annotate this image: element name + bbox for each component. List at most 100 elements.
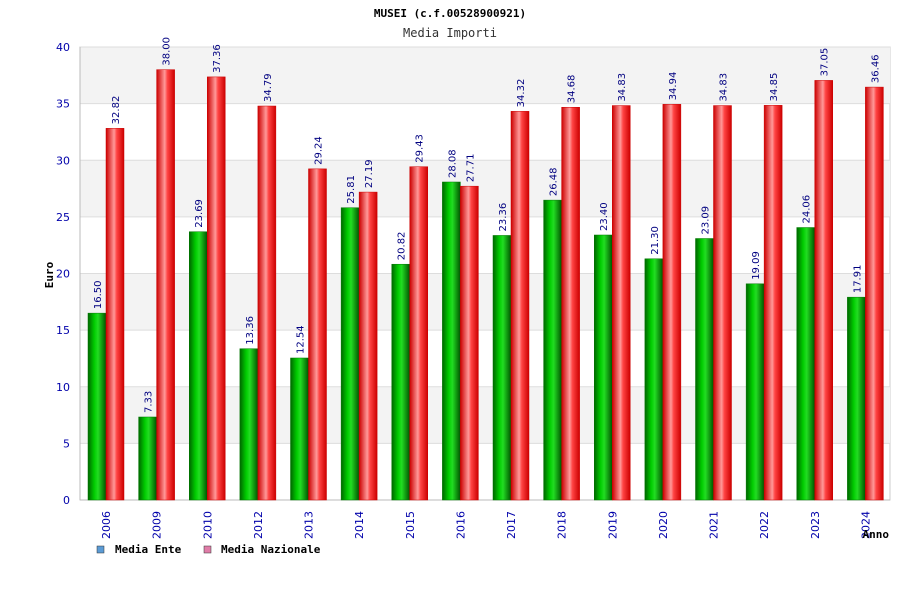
value-label: 25.81 bbox=[346, 175, 357, 204]
value-label: 37.05 bbox=[820, 48, 831, 77]
bar-media-nazionale-2021 bbox=[713, 105, 732, 501]
x-tick-label: 2006 bbox=[100, 511, 113, 539]
y-axis-label: Euro bbox=[43, 261, 56, 288]
bar-media-ente-2009 bbox=[138, 416, 157, 501]
value-label: 23.36 bbox=[498, 203, 509, 232]
legend-swatch-media-ente bbox=[96, 545, 105, 554]
value-label: 21.30 bbox=[650, 226, 661, 255]
x-tick-label: 2009 bbox=[151, 511, 164, 539]
x-tick-label: 2023 bbox=[809, 511, 822, 539]
value-label: 12.54 bbox=[296, 325, 307, 354]
bar-media-nazionale-2012 bbox=[257, 105, 277, 501]
value-label: 23.40 bbox=[599, 202, 610, 231]
y-tick-label: 20 bbox=[56, 268, 70, 281]
bar-media-ente-2010 bbox=[189, 231, 208, 501]
value-label: 34.83 bbox=[617, 73, 628, 102]
x-tick-label: 2019 bbox=[606, 511, 619, 539]
value-label: 16.50 bbox=[93, 280, 104, 309]
value-label: 34.94 bbox=[668, 72, 679, 101]
bar-media-nazionale-2013 bbox=[308, 168, 327, 501]
value-label: 17.91 bbox=[852, 265, 863, 294]
value-label: 24.06 bbox=[802, 195, 813, 224]
value-label: 36.46 bbox=[870, 54, 881, 83]
bar-media-ente-2020 bbox=[644, 258, 664, 501]
value-label: 19.09 bbox=[751, 251, 762, 280]
value-label: 37.36 bbox=[212, 44, 223, 73]
bar-media-ente-2014 bbox=[340, 207, 360, 501]
x-axis-ticks: 2006 2009 2010 2012 2013 2014 2015 2016 2017 2018… bbox=[100, 511, 872, 539]
x-tick-label: 2024 bbox=[859, 511, 872, 539]
bar-media-nazionale-2016 bbox=[460, 185, 479, 501]
chart-title: MUSEI (c.f.00528900921) bbox=[374, 7, 526, 20]
y-tick-label: 30 bbox=[56, 154, 70, 167]
x-tick-label: 2016 bbox=[454, 511, 467, 539]
bar-media-nazionale-2015 bbox=[409, 166, 428, 501]
value-label: 13.36 bbox=[245, 316, 256, 345]
bar-media-nazionale-2020 bbox=[662, 104, 682, 501]
value-label: 34.79 bbox=[263, 73, 274, 102]
bar-media-ente-2018 bbox=[543, 199, 562, 501]
x-tick-label: 2018 bbox=[556, 511, 569, 539]
value-label: 38.00 bbox=[162, 37, 173, 66]
value-label: 34.85 bbox=[769, 73, 780, 102]
bar-media-nazionale-2018 bbox=[561, 106, 580, 501]
value-label: 26.48 bbox=[549, 167, 560, 196]
bar-media-nazionale-2023 bbox=[814, 80, 833, 501]
bar-media-ente-2016 bbox=[442, 181, 461, 501]
x-tick-label: 2015 bbox=[404, 511, 417, 539]
bar-media-nazionale-2022 bbox=[763, 105, 783, 501]
bar-media-ente-2006 bbox=[87, 312, 107, 501]
bar-media-ente-2023 bbox=[796, 227, 815, 501]
x-tick-label: 2021 bbox=[708, 511, 721, 539]
x-tick-label: 2012 bbox=[252, 511, 265, 539]
legend-label-media-nazionale: Media Nazionale bbox=[221, 543, 321, 556]
bar-media-nazionale-2019 bbox=[612, 105, 631, 501]
value-label: 20.82 bbox=[397, 232, 408, 261]
bar-media-ente-2019 bbox=[594, 234, 613, 501]
value-labels: 16.50 32.82 7.33 38.00 23.69 37.36 13.36 34.79 1… bbox=[93, 37, 881, 413]
y-tick-label: 35 bbox=[56, 98, 70, 111]
bar-media-nazionale-2006 bbox=[105, 128, 125, 501]
bar-media-ente-2015 bbox=[391, 263, 410, 501]
y-tick-label: 10 bbox=[56, 381, 70, 394]
value-label: 34.83 bbox=[719, 73, 730, 102]
bar-media-ente-2017 bbox=[492, 235, 512, 501]
y-tick-label: 5 bbox=[63, 437, 70, 450]
bar-media-nazionale-2009 bbox=[156, 69, 175, 501]
x-tick-label: 2013 bbox=[303, 511, 316, 539]
value-label: 29.24 bbox=[314, 136, 325, 165]
x-tick-label: 2022 bbox=[758, 511, 771, 539]
x-tick-label: 2010 bbox=[201, 511, 214, 539]
legend: Media Ente Media Nazionale bbox=[96, 543, 321, 556]
bar-media-nazionale-2010 bbox=[207, 76, 226, 501]
y-axis-ticks: 0 5 10 15 20 25 30 35 40 bbox=[56, 41, 70, 507]
bar-media-ente-2021 bbox=[695, 238, 714, 501]
x-tick-label: 2017 bbox=[505, 511, 518, 539]
x-tick-label: 2014 bbox=[353, 511, 366, 539]
legend-swatch-media-nazionale bbox=[203, 545, 212, 554]
value-label: 23.09 bbox=[701, 206, 712, 235]
bar-media-ente-2022 bbox=[745, 283, 765, 501]
y-tick-label: 15 bbox=[56, 324, 70, 337]
value-label: 27.71 bbox=[465, 154, 476, 183]
value-label: 27.19 bbox=[364, 159, 375, 188]
chart-subtitle: Media Importi bbox=[403, 26, 497, 40]
y-tick-label: 40 bbox=[56, 41, 70, 54]
bar-media-ente-2012 bbox=[239, 348, 259, 501]
x-axis-label: Anno bbox=[863, 528, 890, 541]
y-tick-label: 0 bbox=[63, 494, 70, 507]
bar-media-ente-2013 bbox=[290, 357, 309, 501]
value-label: 29.43 bbox=[415, 134, 426, 163]
legend-label-media-ente: Media Ente bbox=[115, 543, 182, 556]
value-label: 34.68 bbox=[567, 75, 578, 104]
value-label: 28.08 bbox=[447, 149, 458, 178]
bars bbox=[87, 69, 884, 501]
bar-media-ente-2024 bbox=[847, 296, 866, 501]
value-label: 23.69 bbox=[194, 199, 205, 228]
value-label: 7.33 bbox=[144, 391, 155, 413]
bar-media-nazionale-2024 bbox=[865, 86, 884, 501]
bar-media-nazionale-2017 bbox=[510, 111, 530, 501]
y-tick-label: 25 bbox=[56, 211, 70, 224]
bar-media-nazionale-2014 bbox=[358, 191, 378, 501]
